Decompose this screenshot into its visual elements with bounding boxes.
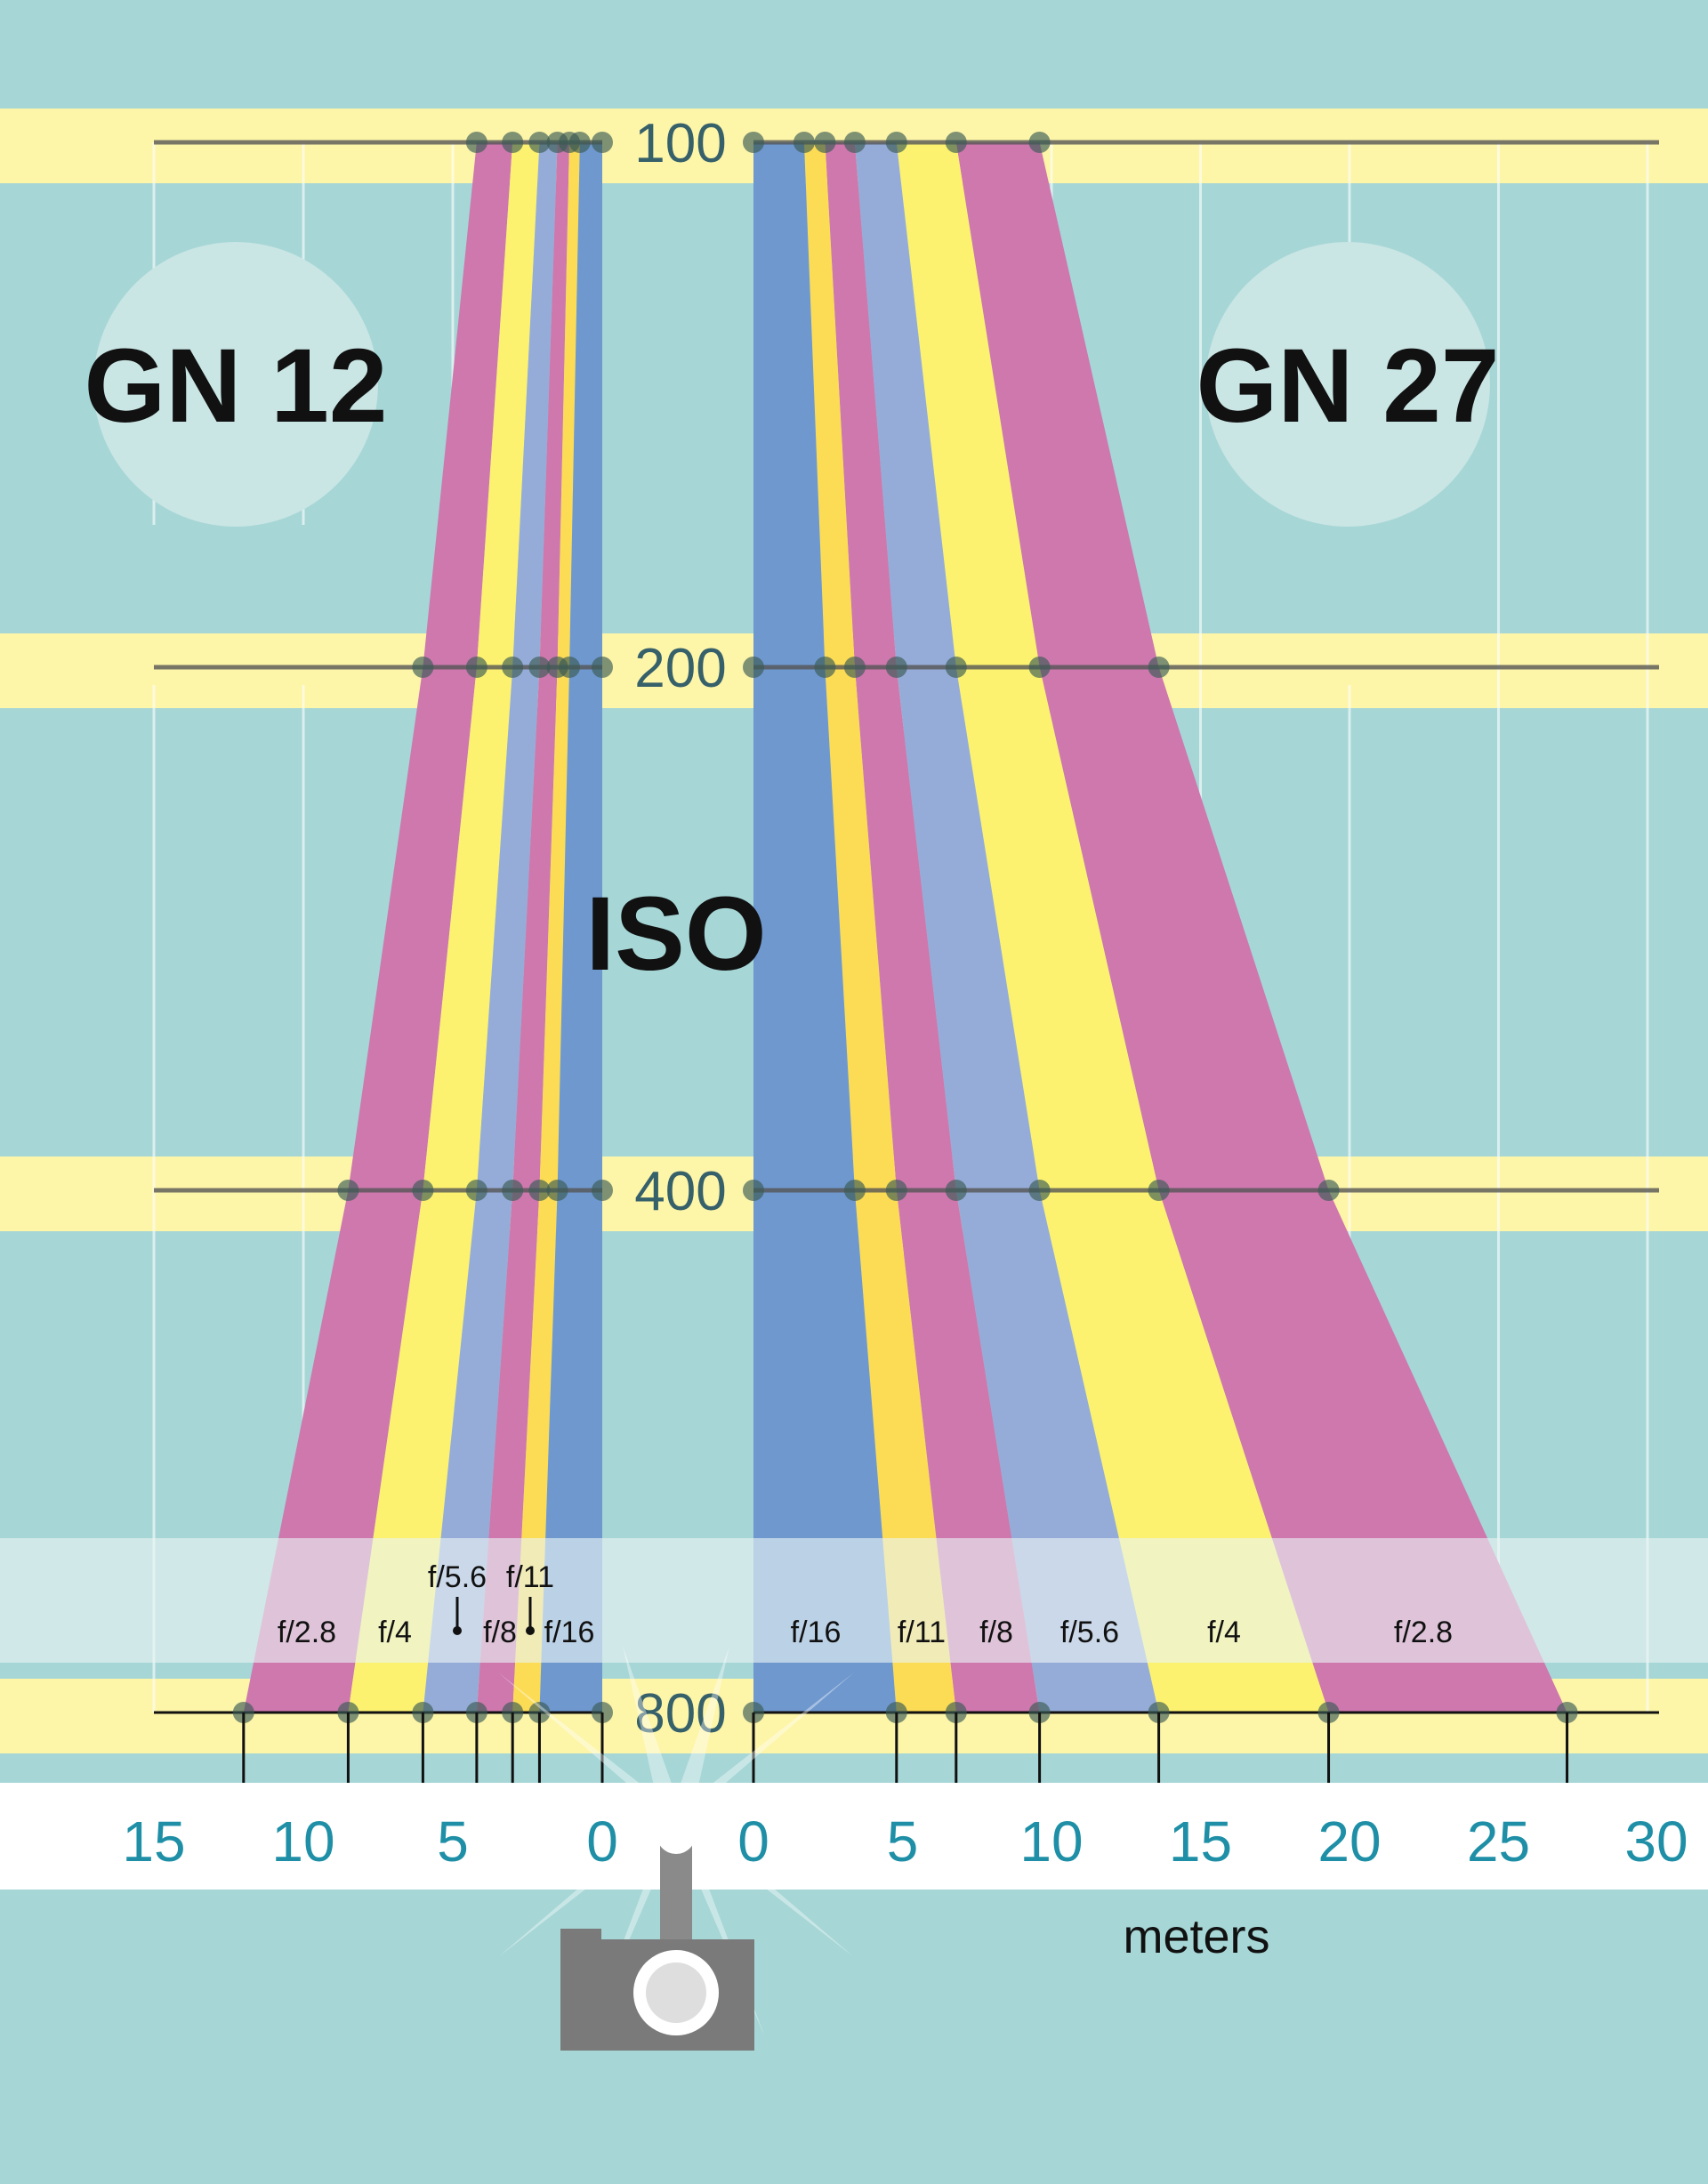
data-point [945, 132, 967, 153]
aperture-label-f8: f/8 [979, 1616, 1013, 1649]
data-point [814, 132, 836, 153]
band-gn27-f11 [803, 142, 956, 1713]
data-point [502, 132, 524, 153]
band-gn27-f16 [753, 142, 897, 1713]
x-tick-30: 30 [1624, 1809, 1688, 1874]
data-point [743, 1180, 764, 1201]
iso-label-400: 400 [634, 1161, 726, 1222]
gn27-title: GN 27 [1196, 327, 1499, 445]
band-gn27-f5.6 [854, 142, 1159, 1713]
data-point [843, 657, 866, 678]
meters-axis-ticks: 15 10 5 0 0 5 10 15 20 25 30 [122, 1809, 1688, 1874]
data-point [337, 1180, 359, 1201]
data-point [743, 132, 764, 153]
data-point [1148, 657, 1170, 678]
aperture-bands [243, 142, 1567, 1713]
data-point [1148, 1180, 1170, 1201]
data-point [885, 657, 907, 678]
aperture-label-f16: f/16 [544, 1616, 595, 1649]
iso-label-200: 200 [634, 638, 726, 699]
aperture-labels: f/2.8 f/4 f/5.6 f/8 f/11 f/16 f/2.8 f/4 f/5.6 f/8… [278, 1560, 1453, 1649]
data-point [885, 132, 907, 153]
x-tick-15: 15 [1169, 1809, 1232, 1874]
data-point [412, 657, 434, 678]
iso-label-100: 100 [634, 113, 726, 174]
x-tick-20: 20 [1317, 1809, 1381, 1874]
data-point [502, 657, 524, 678]
iso-labels: 100 200 400 800 [634, 113, 726, 1745]
aperture-label-f11: f/11 [898, 1616, 946, 1649]
data-point [1028, 657, 1051, 678]
data-point [412, 1180, 434, 1201]
iso-axis-title: ISO [585, 875, 766, 993]
aperture-label-f8: f/8 [483, 1616, 517, 1649]
gn27-circle [1205, 242, 1490, 527]
iso-lines [154, 132, 1659, 1723]
aperture-label-dot [453, 1626, 462, 1635]
aperture-label-f2.8: f/2.8 [278, 1616, 336, 1649]
aperture-label-f2.8: f/2.8 [1394, 1616, 1453, 1649]
data-point [465, 132, 487, 153]
data-point [1028, 132, 1051, 153]
data-point [528, 1180, 551, 1201]
band-gn27-f8 [825, 142, 1040, 1713]
data-point [814, 657, 836, 678]
band-gn12-f2.8 [243, 142, 513, 1713]
data-point [528, 657, 551, 678]
meters-axis-label: meters [1123, 1910, 1269, 1963]
data-point [592, 132, 613, 153]
distance-brackets [242, 1713, 1569, 1783]
aperture-label-f16: f/16 [791, 1616, 842, 1649]
meters-axis-strip [0, 1783, 1708, 1890]
data-point [592, 1180, 613, 1201]
data-point [945, 657, 967, 678]
x-tick-15: 15 [122, 1809, 185, 1874]
data-point [465, 1180, 487, 1201]
band-gn27-f2.8 [955, 142, 1567, 1713]
data-point [592, 657, 613, 678]
aperture-label-f4: f/4 [1207, 1616, 1241, 1649]
x-tick-5: 5 [437, 1809, 469, 1874]
camera-with-flash-icon [560, 1815, 754, 2051]
x-tick-0: 0 [586, 1809, 618, 1874]
data-point [945, 1180, 967, 1201]
band-gn27-f4 [896, 142, 1329, 1713]
gn12-title: GN 12 [84, 327, 387, 445]
data-point [743, 657, 764, 678]
data-point [568, 132, 591, 153]
data-point [793, 132, 815, 153]
data-point [502, 1180, 524, 1201]
data-point [528, 132, 551, 153]
aperture-legend-strip [0, 1538, 1708, 1663]
data-point [1317, 1180, 1340, 1201]
x-tick-25: 25 [1467, 1809, 1530, 1874]
band-gn12-f5.6 [423, 142, 558, 1713]
band-gn12-f8 [476, 142, 570, 1713]
band-gn12-f4 [348, 142, 540, 1713]
aperture-label-f11: f/11 [506, 1560, 554, 1594]
data-point [843, 132, 866, 153]
data-point [885, 1180, 907, 1201]
aperture-label-dot [526, 1626, 535, 1635]
gn12-circle [93, 242, 378, 527]
data-point [843, 1180, 866, 1201]
data-point [546, 1180, 568, 1201]
band-gn12-f11 [512, 142, 580, 1713]
data-point [559, 657, 581, 678]
x-tick-0: 0 [737, 1809, 769, 1874]
x-tick-10: 10 [1019, 1809, 1083, 1874]
data-point [1028, 1180, 1051, 1201]
aperture-label-f5.6: f/5.6 [428, 1560, 487, 1594]
data-point [465, 657, 487, 678]
band-gn12-f16 [539, 142, 602, 1713]
x-tick-5: 5 [887, 1809, 919, 1874]
aperture-label-f4: f/4 [378, 1616, 412, 1649]
x-tick-10: 10 [271, 1809, 334, 1874]
aperture-label-f5.6: f/5.6 [1060, 1616, 1119, 1649]
iso-label-800: 800 [634, 1683, 726, 1745]
